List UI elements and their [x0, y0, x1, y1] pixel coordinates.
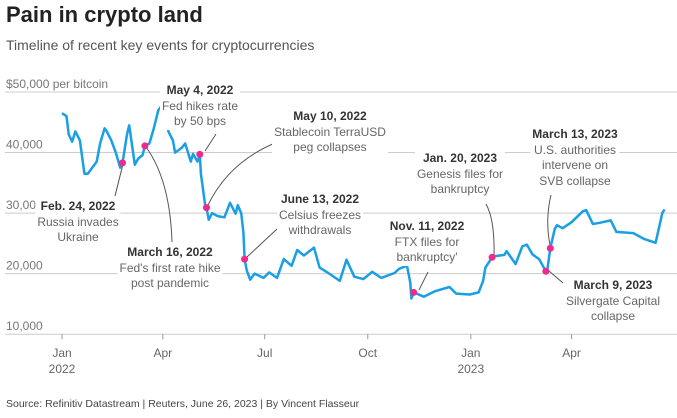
leader-line [548, 270, 564, 284]
event-marker [241, 255, 249, 263]
event-description: Genesis files for [414, 166, 506, 182]
event-description: Stablecoin TerraUSD [272, 124, 388, 140]
x-tick-year: 2022 [49, 362, 76, 376]
event-description: Silvergate Capital [563, 293, 663, 309]
source-note: Source: Refinitiv Datastream | Reuters, … [6, 398, 360, 410]
event-description: Celsius freezes [276, 207, 364, 223]
y-tick-label: 20,000 [6, 259, 43, 273]
leader-line [485, 203, 495, 258]
event-marker [488, 253, 496, 261]
x-tick-label: Apr [562, 346, 581, 360]
event-annotation: Jan. 20, 2023 Genesis files for bankruptcy [414, 151, 506, 198]
x-tick-year: 2023 [457, 362, 484, 376]
event-marker [542, 267, 550, 275]
event-marker [196, 150, 204, 158]
event-description: U.S. authorities [530, 142, 620, 158]
event-description: Ukraine [35, 230, 121, 246]
event-description: Russia invades [35, 214, 121, 230]
event-description: peg collapses [272, 140, 388, 156]
leader-line [145, 146, 173, 243]
event-date: March 13, 2023 [530, 127, 620, 143]
x-tick-label: Jan [52, 346, 71, 360]
event-date: Jan. 20, 2023 [414, 151, 506, 167]
leader-line [418, 271, 429, 291]
y-tick-label: 10,000 [6, 319, 43, 333]
event-date: Feb. 24, 2022 [35, 199, 121, 215]
event-date: May 10, 2022 [272, 109, 388, 125]
event-description: SVB collapse [530, 173, 620, 189]
event-description: by 50 bps [159, 114, 241, 130]
event-annotation: March 9, 2023 Silvergate Capital collapse [563, 278, 663, 325]
event-annotation: Feb. 24, 2022 Russia invades Ukraine [35, 199, 121, 246]
x-tick-label: Jan [461, 346, 480, 360]
event-marker [141, 142, 149, 150]
event-marker [410, 288, 418, 296]
event-marker [118, 159, 126, 167]
event-description: bankruptcy [414, 182, 506, 198]
event-description: FTX files for [387, 234, 467, 250]
event-description: bankruptcy' [387, 250, 467, 266]
y-tick-label: 40,000 [6, 138, 43, 152]
leader-line [114, 163, 124, 197]
event-description: collapse [563, 309, 663, 325]
event-annotation: Nov. 11, 2022 FTX files for bankruptcy' [387, 219, 467, 266]
y-tick-label: $50,000 per bitcoin [6, 77, 108, 91]
event-marker [202, 204, 210, 212]
event-description: Fed hikes rate [159, 98, 241, 114]
event-marker [546, 244, 554, 252]
event-date: Nov. 11, 2022 [387, 219, 467, 235]
event-description: post pandemic [117, 276, 223, 292]
event-date: March 16, 2022 [117, 245, 223, 261]
leader-line [547, 194, 552, 246]
chart-subtitle: Timeline of recent key events for crypto… [6, 37, 315, 53]
event-annotation: May 4, 2022 Fed hikes rate by 50 bps [159, 83, 241, 130]
event-date: May 4, 2022 [159, 83, 241, 99]
chart-title: Pain in crypto land [6, 2, 203, 27]
leader-line [207, 140, 281, 206]
x-tick-label: Jul [257, 346, 272, 360]
leader-line [204, 133, 217, 152]
event-description: intervene on [530, 158, 620, 174]
event-date: June 13, 2022 [276, 192, 364, 208]
x-tick-label: Apr [153, 346, 172, 360]
x-tick-label: Oct [358, 346, 377, 360]
y-tick-label: 30,000 [6, 198, 43, 212]
event-description: Fed's first rate hike [117, 260, 223, 276]
event-annotation: June 13, 2022 Celsius freezes withdrawals [276, 192, 364, 239]
leader-line [246, 228, 278, 258]
event-annotation: May 10, 2022 Stablecoin TerraUSD peg colla… [272, 109, 388, 156]
event-date: March 9, 2023 [563, 278, 663, 294]
event-annotation: March 13, 2023 U.S. authorities intervene … [530, 127, 620, 189]
bitcoin-price-line [61, 105, 666, 300]
event-annotation: March 16, 2022 Fed's first rate hike post … [117, 245, 223, 292]
event-description: withdrawals [276, 223, 364, 239]
